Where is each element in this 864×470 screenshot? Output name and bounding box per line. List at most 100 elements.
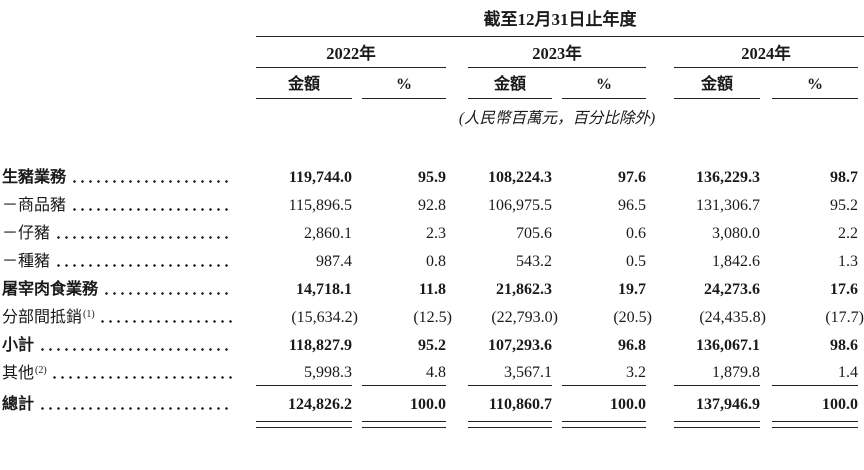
percent-cell-2023: 3.2 <box>562 364 646 386</box>
percent-cell-2023: 19.7 <box>618 281 646 298</box>
percent-cell-2024: 98.6 <box>830 337 858 354</box>
amount-cell-2023: 543.2 <box>516 253 552 270</box>
year-header-2024: 2024年 <box>674 38 858 68</box>
dot-leader <box>100 320 232 323</box>
amount-header-2023: 金額 <box>468 68 552 99</box>
amount-cell-2024: 24,273.6 <box>704 281 760 298</box>
percent-cell-2023: (20.5) <box>613 309 652 326</box>
double-rule <box>562 421 646 428</box>
percent-cell-2022: 95.9 <box>418 169 446 186</box>
percent-cell-2023: 100.0 <box>610 396 646 413</box>
percent-header-2023: % <box>562 68 646 99</box>
amount-cell-2023: 107,293.6 <box>488 337 552 354</box>
percent-cell-2022: (12.5) <box>413 309 452 326</box>
double-rule <box>772 421 858 428</box>
percent-cell-2024: (17.7) <box>825 309 864 326</box>
footnote-ref: (2) <box>35 365 47 376</box>
amount-cell-2023: (22,793.0) <box>491 309 558 326</box>
dot-leader <box>57 264 232 267</box>
amount-cell-2023: 108,224.3 <box>488 169 552 186</box>
dot-leader <box>41 407 232 410</box>
table-row-total: 總計 124,826.2 100.0 110,860.7 100.0 137,9… <box>0 386 864 417</box>
amount-cell-2023: 110,860.7 <box>488 396 552 413</box>
percent-cell-2023: 97.6 <box>618 169 646 186</box>
double-rule <box>256 421 352 428</box>
row-label: 其他 <box>2 365 35 382</box>
amount-cell-2024: 136,229.3 <box>696 169 760 186</box>
percent-cell-2022: 92.8 <box>418 197 446 214</box>
double-rule <box>674 421 760 428</box>
amount-cell-2022: (15,634.2) <box>291 309 358 326</box>
amount-cell-2023: 21,862.3 <box>496 281 552 298</box>
dot-leader <box>73 208 232 211</box>
percent-cell-2023: 96.5 <box>618 197 646 214</box>
amount-cell-2024: 1,842.6 <box>712 253 760 270</box>
percent-cell-2022: 11.8 <box>418 281 446 298</box>
percent-cell-2024: 95.2 <box>830 197 858 214</box>
table-row: 小計 118,827.9 95.2 107,293.6 96.8 136,067… <box>0 330 864 358</box>
row-label: 生豬業務 <box>2 169 67 186</box>
amount-cell-2023: 705.6 <box>516 225 552 242</box>
percent-cell-2023: 0.6 <box>626 225 646 242</box>
percent-cell-2024: 17.6 <box>830 281 858 298</box>
table-row: 分部間抵銷 (1) (15,634.2) (12.5) (22,793.0) (2… <box>0 302 864 330</box>
amount-cell-2024: 131,306.7 <box>696 197 760 214</box>
percent-cell-2024: 1.4 <box>772 364 858 386</box>
total-double-rule-row <box>0 421 864 428</box>
amount-cell-2022: 115,896.5 <box>288 197 352 214</box>
table-row: －仔豬 2,860.1 2.3 705.6 0.6 3,080.0 2.2 <box>0 218 864 246</box>
amount-cell-2022: 5,998.3 <box>256 364 352 386</box>
footnote-ref: (1) <box>83 309 95 320</box>
amount-cell-2024: 136,067.1 <box>696 337 760 354</box>
double-rule <box>468 421 552 428</box>
percent-cell-2023: 96.8 <box>618 337 646 354</box>
amount-cell-2024: (24,435.8) <box>699 309 766 326</box>
amount-cell-2024: 3,080.0 <box>712 225 760 242</box>
percent-cell-2022: 0.8 <box>426 253 446 270</box>
amount-cell-2022: 124,826.2 <box>288 396 352 413</box>
amount-cell-2022: 14,718.1 <box>296 281 352 298</box>
percent-cell-2022: 2.3 <box>426 225 446 242</box>
unit-note: (人民幣百萬元，百分比除外) <box>458 110 656 127</box>
percent-cell-2024: 98.7 <box>830 169 858 186</box>
percent-header-2022: % <box>362 68 446 99</box>
amount-header-2024: 金額 <box>674 68 760 99</box>
percent-cell-2022: 100.0 <box>410 396 446 413</box>
amount-cell-2022: 118,827.9 <box>288 337 352 354</box>
table-row: －種豬 987.4 0.8 543.2 0.5 1,842.6 1.3 <box>0 246 864 274</box>
table-body: 生豬業務 119,744.0 95.9 108,224.3 97.6 136,2… <box>0 162 864 428</box>
double-rule <box>362 421 446 428</box>
amount-cell-2022: 119,744.0 <box>288 169 352 186</box>
table-header-title-row: 截至12月31日止年度 <box>0 5 864 37</box>
percent-header-2024: % <box>772 68 858 99</box>
dot-leader <box>52 376 232 379</box>
row-label: 小計 <box>2 337 35 354</box>
row-label: －仔豬 <box>2 225 51 242</box>
dot-leader <box>41 348 232 351</box>
table-row: －商品豬 115,896.5 92.8 106,975.5 96.5 131,3… <box>0 190 864 218</box>
period-title: 截至12月31日止年度 <box>256 5 864 37</box>
row-label: 分部間抵銷 <box>2 309 83 326</box>
table-row: 生豬業務 119,744.0 95.9 108,224.3 97.6 136,2… <box>0 162 864 190</box>
dot-leader <box>73 180 232 183</box>
table-row: 其他 (2) 5,998.3 4.8 3,567.1 3.2 1,879.8 1.… <box>0 358 864 386</box>
dot-leader <box>57 236 232 239</box>
year-header-2022: 2022年 <box>256 38 446 68</box>
dot-leader <box>105 292 232 295</box>
percent-cell-2022: 95.2 <box>418 337 446 354</box>
percent-cell-2024: 100.0 <box>822 396 858 413</box>
percent-cell-2024: 2.2 <box>838 225 858 242</box>
table-header-subrow: 金額 % 金額 % 金額 % <box>0 68 864 99</box>
amount-cell-2024: 1,879.8 <box>674 364 760 386</box>
row-label: 屠宰肉食業務 <box>2 281 99 298</box>
amount-cell-2022: 987.4 <box>316 253 352 270</box>
unit-note-row: (人民幣百萬元，百分比除外) <box>0 99 864 129</box>
table-row: 屠宰肉食業務 14,718.1 11.8 21,862.3 19.7 24,27… <box>0 274 864 302</box>
year-header-2023: 2023年 <box>468 38 646 68</box>
row-label: 總計 <box>2 396 35 413</box>
percent-cell-2022: 4.8 <box>362 364 446 386</box>
amount-cell-2023: 3,567.1 <box>468 364 552 386</box>
amount-cell-2023: 106,975.5 <box>488 197 552 214</box>
amount-cell-2022: 2,860.1 <box>304 225 352 242</box>
